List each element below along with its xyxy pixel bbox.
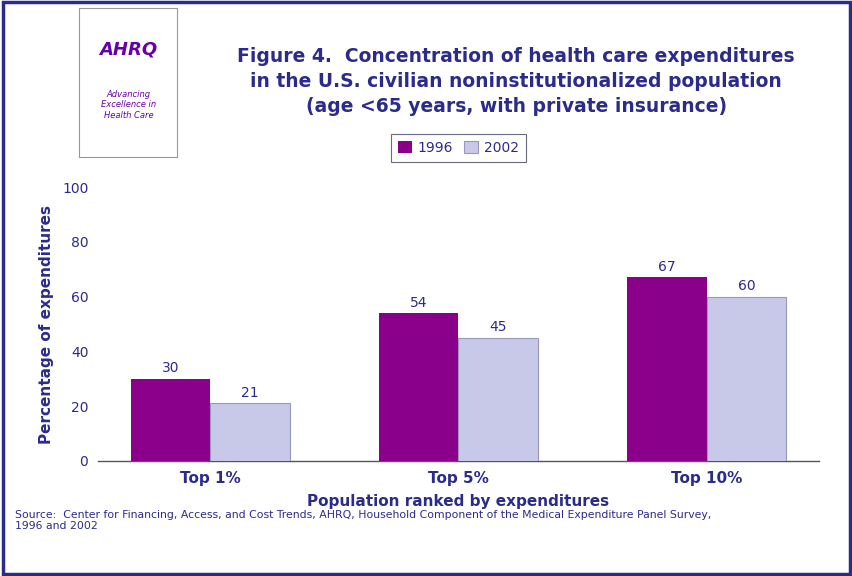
Text: Figure 4.  Concentration of health care expenditures
in the U.S. civilian nonins: Figure 4. Concentration of health care e… <box>237 47 794 116</box>
Text: AHRQ: AHRQ <box>99 41 158 59</box>
X-axis label: Population ranked by expenditures: Population ranked by expenditures <box>307 494 609 509</box>
Text: 45: 45 <box>489 320 506 335</box>
Text: 21: 21 <box>241 386 258 400</box>
Text: 67: 67 <box>658 260 675 274</box>
Bar <box>458 338 538 461</box>
Bar <box>210 403 290 461</box>
Bar <box>130 379 210 461</box>
Text: 30: 30 <box>162 361 179 376</box>
Text: ✦: ✦ <box>26 63 60 101</box>
Legend: 1996, 2002: 1996, 2002 <box>391 134 525 162</box>
Text: 54: 54 <box>410 295 427 310</box>
Y-axis label: Percentage of expenditures: Percentage of expenditures <box>38 204 54 444</box>
Bar <box>705 297 786 461</box>
Bar <box>378 313 458 461</box>
Bar <box>626 278 705 461</box>
Text: Advancing
Excellence in
Health Care: Advancing Excellence in Health Care <box>101 90 156 120</box>
Text: 60: 60 <box>737 279 754 293</box>
Text: Source:  Center for Financing, Access, and Cost Trends, AHRQ, Household Componen: Source: Center for Financing, Access, an… <box>15 510 711 531</box>
